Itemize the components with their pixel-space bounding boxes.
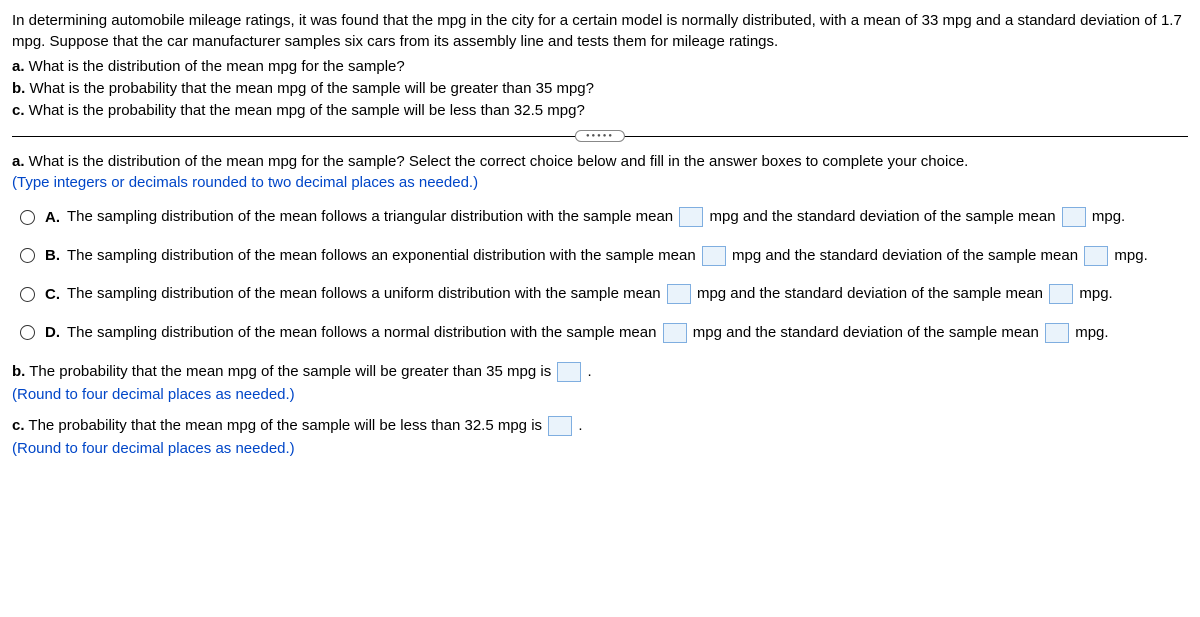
section-c-note: (Round to four decimal places as needed.… [12, 438, 1188, 459]
divider-ellipsis-icon: ●●●●● [575, 130, 625, 142]
section-c: c. The probability that the mean mpg of … [12, 415, 1188, 436]
choice-b-post: mpg. [1110, 247, 1148, 264]
choice-a-row[interactable]: A. The sampling distribution of the mean… [20, 203, 1188, 232]
part-a-text: What is the distribution of the mean mpg… [25, 58, 405, 75]
section-b-pre: The probability that the mean mpg of the… [25, 363, 555, 380]
choice-c-input-mean[interactable] [667, 284, 691, 304]
part-a: a. What is the distribution of the mean … [12, 56, 1188, 77]
choice-b-input-sd[interactable] [1084, 246, 1108, 266]
section-a-note: (Type integers or decimals rounded to tw… [12, 174, 478, 191]
section-b-label: b. [12, 363, 25, 380]
choice-d-input-sd[interactable] [1045, 323, 1069, 343]
radio-d[interactable] [20, 325, 35, 340]
choice-d-pre: The sampling distribution of the mean fo… [67, 324, 661, 341]
choice-a-mid: mpg and the standard deviation of the sa… [705, 208, 1059, 225]
section-a-instruction: a. What is the distribution of the mean … [12, 151, 1188, 193]
section-a-prompt: What is the distribution of the mean mpg… [25, 153, 969, 170]
choice-b-input-mean[interactable] [702, 246, 726, 266]
section-b-post: . [583, 363, 591, 380]
choice-c-text: The sampling distribution of the mean fo… [67, 280, 1188, 309]
choice-b-pre: The sampling distribution of the mean fo… [67, 247, 700, 264]
choice-a-text: The sampling distribution of the mean fo… [67, 203, 1188, 232]
choice-b-text: The sampling distribution of the mean fo… [67, 242, 1188, 271]
part-c-text: What is the probability that the mean mp… [25, 102, 585, 119]
radio-c[interactable] [20, 287, 35, 302]
choice-a-label: A. [45, 207, 67, 228]
choice-group: A. The sampling distribution of the mean… [20, 203, 1188, 347]
part-a-label: a. [12, 58, 25, 75]
choice-a-pre: The sampling distribution of the mean fo… [67, 208, 677, 225]
choice-b-label: B. [45, 245, 67, 266]
divider: ●●●●● [12, 129, 1188, 143]
choice-d-input-mean[interactable] [663, 323, 687, 343]
section-c-input[interactable] [548, 416, 572, 436]
part-list: a. What is the distribution of the mean … [12, 56, 1188, 121]
choice-c-row[interactable]: C. The sampling distribution of the mean… [20, 280, 1188, 309]
section-b: b. The probability that the mean mpg of … [12, 361, 1188, 382]
choice-d-mid: mpg and the standard deviation of the sa… [689, 324, 1043, 341]
choice-c-label: C. [45, 284, 67, 305]
choice-c-mid: mpg and the standard deviation of the sa… [693, 285, 1047, 302]
choice-a-input-mean[interactable] [679, 207, 703, 227]
choice-a-post: mpg. [1088, 208, 1126, 225]
choice-b-row[interactable]: B. The sampling distribution of the mean… [20, 242, 1188, 271]
choice-d-text: The sampling distribution of the mean fo… [67, 319, 1188, 348]
part-b-text: What is the probability that the mean mp… [25, 80, 594, 97]
choice-b-mid: mpg and the standard deviation of the sa… [728, 247, 1082, 264]
radio-b[interactable] [20, 248, 35, 263]
choice-d-label: D. [45, 322, 67, 343]
part-c: c. What is the probability that the mean… [12, 100, 1188, 121]
section-b-input[interactable] [557, 362, 581, 382]
section-b-note: (Round to four decimal places as needed.… [12, 384, 1188, 405]
section-c-post: . [574, 417, 582, 434]
part-b: b. What is the probability that the mean… [12, 78, 1188, 99]
choice-d-post: mpg. [1071, 324, 1109, 341]
radio-a[interactable] [20, 210, 35, 225]
part-b-label: b. [12, 80, 25, 97]
choice-a-input-sd[interactable] [1062, 207, 1086, 227]
choice-d-row[interactable]: D. The sampling distribution of the mean… [20, 319, 1188, 348]
section-a-label: a. [12, 153, 25, 170]
section-c-pre: The probability that the mean mpg of the… [25, 417, 547, 434]
section-c-label: c. [12, 417, 25, 434]
part-c-label: c. [12, 102, 25, 119]
choice-c-post: mpg. [1075, 285, 1113, 302]
choice-c-pre: The sampling distribution of the mean fo… [67, 285, 665, 302]
choice-c-input-sd[interactable] [1049, 284, 1073, 304]
problem-intro: In determining automobile mileage rating… [12, 10, 1188, 52]
